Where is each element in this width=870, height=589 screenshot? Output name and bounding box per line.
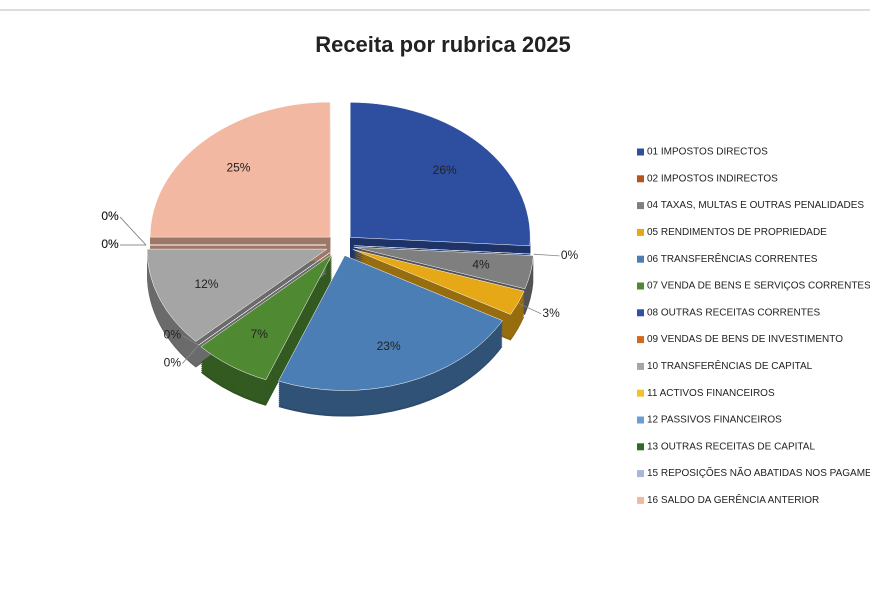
legend-label: 16 SALDO DA GERÊNCIA ANTERIOR [647,493,819,506]
data-label: 3% [542,306,560,320]
legend-label: 12 PASSIVOS FINANCEIROS [647,415,782,426]
data-label: 0% [164,356,182,370]
legend-swatch [637,282,644,290]
slice [278,255,503,391]
data-label: 25% [226,161,250,175]
slice [146,248,328,342]
leader-line [182,344,199,364]
data-label: 0% [101,237,119,251]
legend-label: 06 TRANSFERÊNCIAS CORRENTES [647,252,818,265]
legend-swatch [637,255,644,263]
data-label: 12% [194,277,218,291]
slice [353,246,534,290]
legend-swatch [637,443,644,451]
legend-swatch [637,336,644,344]
legend-swatch [637,496,644,504]
data-label: 23% [377,339,401,353]
data-label: 26% [433,163,457,177]
legend-label: 15 REPOSIÇÕES NÃO ABATIDAS NOS PAGAMENTO… [647,466,870,479]
legend-swatch [637,389,644,397]
legend-swatch [637,202,644,210]
legend-swatch [637,470,644,478]
slice [149,101,331,238]
legend-swatch [637,362,644,370]
legend-swatch [637,148,644,156]
legend-label: 05 RENDIMENTOS DE PROPRIEDADE [647,227,827,238]
legend-swatch [637,228,644,236]
leader-line [119,216,147,246]
data-label: 0% [101,209,119,223]
data-label: 4% [472,257,490,271]
data-label: 0% [101,209,119,223]
legend-label: 01 IMPOSTOS DIRECTOS [647,147,768,158]
chart-title: Receita por rubrica 2025 [315,32,571,57]
slice [349,102,531,247]
legend-swatch [637,309,644,317]
data-label: 7% [251,327,269,341]
legend-swatch [637,416,644,424]
data-label: 0% [561,248,579,262]
legend-label: 07 VENDA DE BENS E SERVIÇOS CORRENTES [647,281,870,292]
data-label: 0% [101,237,119,251]
leader-line [533,253,560,257]
legend-swatch [637,175,644,183]
legend-label: 11 ACTIVOS FINANCEIROS [647,388,775,399]
legend-label: 10 TRANSFERÊNCIAS DE CAPITAL [647,359,813,372]
leader-line [182,335,199,346]
legend-label: 04 TAXAS, MULTAS E OUTRAS PENALIDADES [647,200,864,211]
slice [200,254,333,381]
legend-label: 09 VENDAS DE BENS DE INVESTIMENTO [647,334,843,345]
legend-label: 08 OUTRAS RECEITAS CORRENTES [647,307,821,318]
data-label: 0% [164,328,182,342]
pie [146,101,534,417]
legend-label: 02 IMPOSTOS INDIRECTOS [647,173,778,184]
legend-label: 13 OUTRAS RECEITAS DE CAPITAL [647,441,815,452]
leader-line [517,302,542,315]
slice [353,245,534,255]
